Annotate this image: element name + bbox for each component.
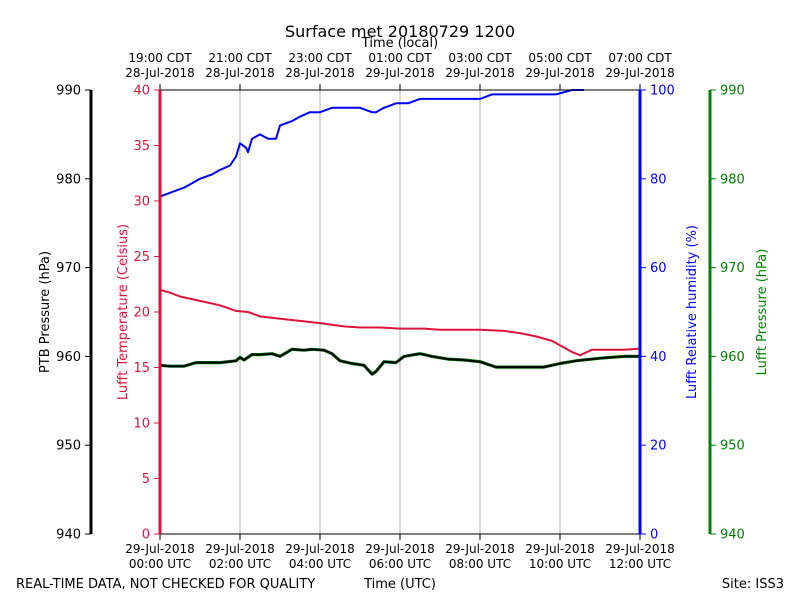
x-tick-label-utc-date: 29-Jul-2018 bbox=[605, 542, 675, 556]
x-tick-label-utc-time: 02:00 UTC bbox=[209, 557, 271, 571]
x-tick-label-local-time: 19:00 CDT bbox=[128, 51, 192, 65]
y-tick-label-temperature: 40 bbox=[133, 84, 150, 99]
footer-quality-note: REAL-TIME DATA, NOT CHECKED FOR QUALITY bbox=[16, 577, 315, 592]
y-tick-label-humidity: 40 bbox=[650, 350, 667, 365]
x-tick-label-local-date: 28-Jul-2018 bbox=[205, 66, 275, 80]
y-tick-label-ptb_pressure: 960 bbox=[56, 350, 81, 365]
y-tick-label-temperature: 10 bbox=[133, 417, 150, 432]
y-axis-label-lufft_pressure: Lufft Pressure (hPa) bbox=[755, 249, 770, 376]
x-tick-label-utc-time: 12:00 UTC bbox=[609, 557, 671, 571]
series-line-humidity bbox=[159, 89, 584, 198]
x-tick-label-utc-date: 29-Jul-2018 bbox=[125, 542, 195, 556]
x-tick-label-utc-time: 00:00 UTC bbox=[129, 557, 191, 571]
footer-site: Site: ISS3 bbox=[722, 577, 784, 592]
y-tick-label-temperature: 35 bbox=[133, 139, 150, 154]
x-tick-label-local-date: 29-Jul-2018 bbox=[365, 66, 435, 80]
y-tick-label-temperature: 5 bbox=[142, 472, 150, 487]
x-tick-label-utc-date: 29-Jul-2018 bbox=[285, 542, 355, 556]
x-tick-label-utc-time: 06:00 UTC bbox=[369, 557, 431, 571]
grid bbox=[239, 90, 561, 534]
series-line-ptb_pressure bbox=[159, 348, 640, 376]
x-tick-label-utc-time: 10:00 UTC bbox=[529, 557, 591, 571]
y-tick-label-temperature: 20 bbox=[133, 306, 150, 321]
y-tick-label-temperature: 0 bbox=[142, 528, 150, 543]
y-tick-label-ptb_pressure: 950 bbox=[56, 439, 81, 454]
x-tick-label-utc-date: 29-Jul-2018 bbox=[365, 542, 435, 556]
y-tick-label-temperature: 25 bbox=[133, 250, 150, 265]
x-tick-label-local-time: 05:00 CDT bbox=[528, 51, 592, 65]
x-tick-label-utc-time: 08:00 UTC bbox=[449, 557, 511, 571]
y-tick-label-lufft_pressure: 970 bbox=[720, 261, 745, 276]
x-tick-label-utc-date: 29-Jul-2018 bbox=[445, 542, 515, 556]
y-tick-label-lufft_pressure: 940 bbox=[720, 528, 745, 543]
y-axis-label-ptb_pressure: PTB Pressure (hPa) bbox=[38, 251, 53, 373]
y-tick-label-lufft_pressure: 960 bbox=[720, 350, 745, 365]
x-tick-label-local-time: 03:00 CDT bbox=[448, 51, 512, 65]
y-axis-label-temperature: Lufft Temperature (Celsius) bbox=[116, 224, 131, 400]
y-tick-label-humidity: 60 bbox=[650, 261, 667, 276]
x-tick-label-utc-date: 29-Jul-2018 bbox=[525, 542, 595, 556]
x-tick-label-utc-date: 29-Jul-2018 bbox=[205, 542, 275, 556]
chart-title: Surface met 20180729 1200 bbox=[285, 22, 515, 41]
x-tick-label-local-date: 29-Jul-2018 bbox=[605, 66, 675, 80]
series-layer bbox=[159, 89, 641, 376]
x-tick-label-local-date: 28-Jul-2018 bbox=[285, 66, 355, 80]
x-tick-label-local-date: 28-Jul-2018 bbox=[125, 66, 195, 80]
y-tick-label-humidity: 20 bbox=[650, 439, 667, 454]
y-tick-label-lufft_pressure: 980 bbox=[720, 172, 745, 187]
y-tick-label-lufft_pressure: 990 bbox=[720, 84, 745, 99]
x-tick-label-local-date: 29-Jul-2018 bbox=[525, 66, 595, 80]
y-tick-label-lufft_pressure: 950 bbox=[720, 439, 745, 454]
y-tick-label-ptb_pressure: 980 bbox=[56, 172, 81, 187]
x-bottom-axis-label: Time (UTC) bbox=[363, 577, 436, 592]
x-top-axis-label: Time (local) bbox=[361, 36, 438, 51]
x-tick-label-local-time: 07:00 CDT bbox=[608, 51, 672, 65]
x-tick-label-local-time: 01:00 CDT bbox=[368, 51, 432, 65]
x-tick-label-utc-time: 04:00 UTC bbox=[289, 557, 351, 571]
y-tick-label-temperature: 30 bbox=[133, 195, 150, 210]
y-axis-label-humidity: Lufft Relative humidity (%) bbox=[685, 225, 700, 399]
y-tick-label-humidity: 0 bbox=[650, 528, 658, 543]
y-tick-label-temperature: 15 bbox=[133, 361, 150, 376]
y-tick-label-humidity: 80 bbox=[650, 172, 667, 187]
y-tick-label-ptb_pressure: 970 bbox=[56, 261, 81, 276]
x-tick-label-local-date: 29-Jul-2018 bbox=[445, 66, 515, 80]
y-tick-label-ptb_pressure: 940 bbox=[56, 528, 81, 543]
x-tick-label-local-time: 21:00 CDT bbox=[208, 51, 272, 65]
y-tick-label-humidity: 100 bbox=[650, 84, 675, 99]
y-tick-label-ptb_pressure: 990 bbox=[56, 84, 81, 99]
series-line-temperature bbox=[159, 288, 641, 357]
x-tick-label-local-time: 23:00 CDT bbox=[288, 51, 352, 65]
